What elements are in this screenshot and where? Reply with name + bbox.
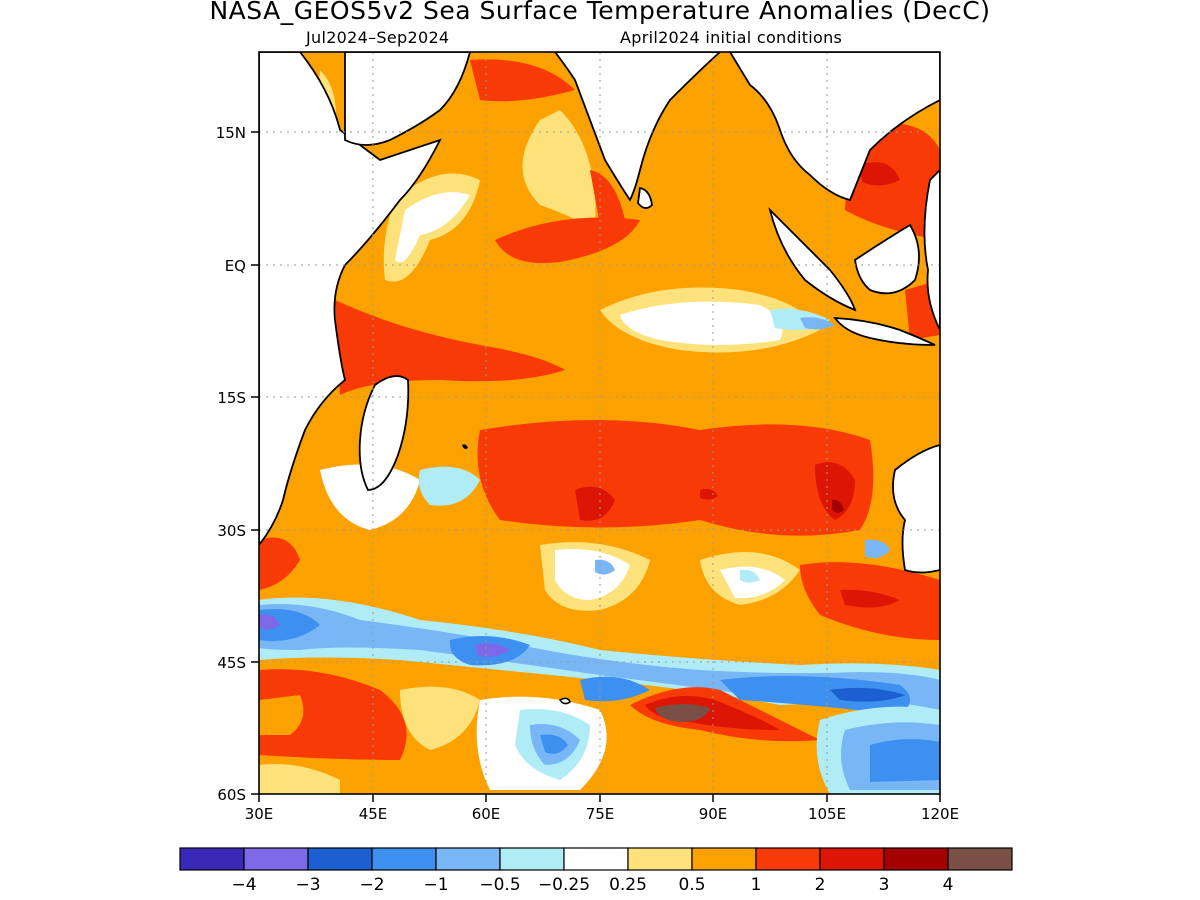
colorbar-swatch [563,847,629,871]
colorbar-swatch [307,847,373,871]
colorbar-label: 0.5 [678,875,705,895]
axis-ticks [251,131,941,802]
lat-label: 60S [217,786,246,804]
forecast-period: Jul2024–Sep2024 [306,28,450,47]
lon-label: 30E [245,805,274,823]
colorbar-swatch [947,847,1013,871]
colorbar-label: −1 [423,875,448,895]
colorbar-label: 3 [879,875,890,895]
lon-label: 90E [699,805,728,823]
colorbar-label: 2 [815,875,826,895]
colorbar-swatch [819,847,885,871]
colorbar-swatch [499,847,565,871]
lat-label: 30S [217,522,246,540]
colorbar-swatch [627,847,693,871]
lat-label: 45S [217,654,246,672]
colorbar-swatch [179,847,245,871]
colorbar-label: 0.25 [609,875,647,895]
grid-lines [259,52,940,794]
colorbar-label: 4 [943,875,954,895]
colorbar-swatch [691,847,757,871]
colorbar-swatch [243,847,309,871]
lat-label: EQ [225,257,246,275]
colorbar-swatch [755,847,821,871]
colorbar-label: −0.5 [479,875,520,895]
colorbar-label: −3 [295,875,320,895]
colorbar-label: −2 [359,875,384,895]
colorbar-swatch [883,847,949,871]
latitude-labels: 15N EQ 15S 30S 45S 60S [216,124,246,804]
colorbar-label: 1 [751,875,762,895]
lon-label: 120E [921,805,959,823]
lat-label: 15N [216,124,246,142]
lon-label: 45E [359,805,388,823]
lon-label: 75E [586,805,615,823]
lon-label: 105E [808,805,846,823]
lon-label: 60E [472,805,501,823]
colorbar-label: −0.25 [538,875,590,895]
colorbar-label: −4 [231,875,256,895]
colorbar: −4 −3 −2 −1 −0.5 −0.25 0.25 0.5 1 2 3 4 [179,847,1013,895]
lat-label: 15S [217,389,246,407]
longitude-labels: 30E 45E 60E 75E 90E 105E 120E [245,805,959,823]
colorbar-swatch [435,847,501,871]
initial-conditions: April2024 initial conditions [620,28,843,47]
map-title: NASA_GEOS5v2 Sea Surface Temperature Ano… [209,0,991,25]
colorbar-swatch [371,847,437,871]
